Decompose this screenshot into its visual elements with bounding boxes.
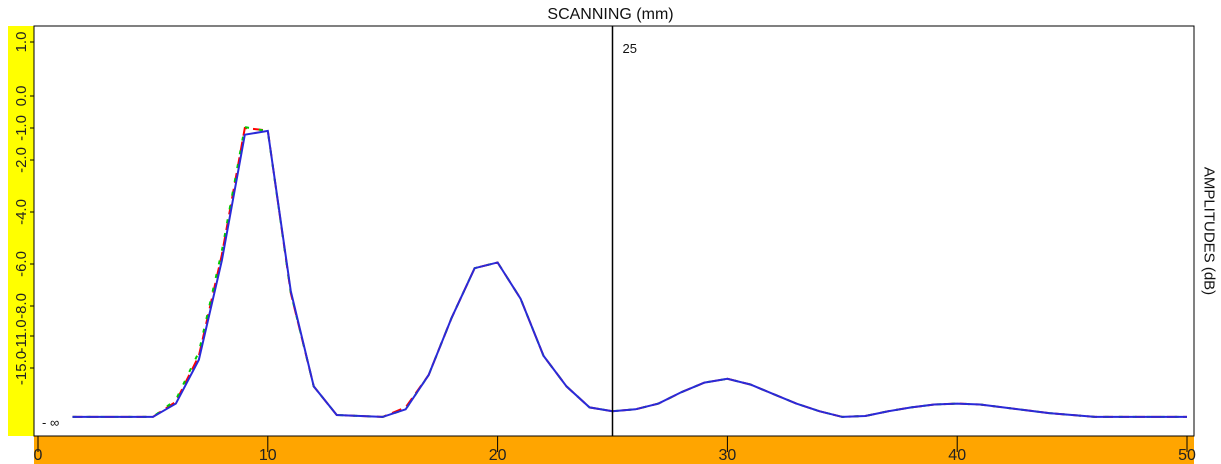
y-tick-label: 1.0 bbox=[13, 32, 30, 53]
y-tick-label: 0.0 bbox=[13, 86, 30, 107]
y-tick-label: -6.0 bbox=[13, 251, 30, 277]
y-tick-label: -15.0 bbox=[13, 351, 30, 385]
x-tick-label: 30 bbox=[719, 447, 737, 464]
y-ticks: 1.0 0.0 -1.0 -2.0 -4.0 -6.0 -8.0-11.0-15.0 bbox=[13, 32, 34, 385]
y-tick-label: -1.0 bbox=[13, 115, 30, 141]
x-tick-label: 0 bbox=[34, 447, 43, 464]
series-line-3 bbox=[72, 129, 1187, 418]
x-tick-label: 50 bbox=[1178, 447, 1196, 464]
x-tick-label: 20 bbox=[489, 447, 507, 464]
y-tick-label: -8.0 bbox=[13, 293, 30, 319]
x-tick-label: 40 bbox=[948, 447, 966, 464]
cursor-label: 25 bbox=[623, 41, 637, 56]
series-line-2 bbox=[72, 125, 1187, 418]
series-group bbox=[72, 125, 1187, 418]
y-tick-label: -4.0 bbox=[13, 199, 30, 225]
plot-frame bbox=[33, 25, 1195, 437]
x-ticks: 0 10 20 30 40 50 bbox=[34, 436, 1196, 464]
y-tick-label: -11.0 bbox=[13, 319, 30, 352]
series-line-1 bbox=[72, 126, 1187, 418]
bottom-label: - ∞ bbox=[42, 415, 59, 430]
chart-title: SCANNING (mm) bbox=[547, 6, 674, 23]
x-axis-strip bbox=[34, 436, 1194, 464]
x-tick-label: 10 bbox=[259, 447, 277, 464]
y-tick-label: -2.0 bbox=[13, 147, 30, 173]
y-axis-strip bbox=[8, 26, 34, 436]
